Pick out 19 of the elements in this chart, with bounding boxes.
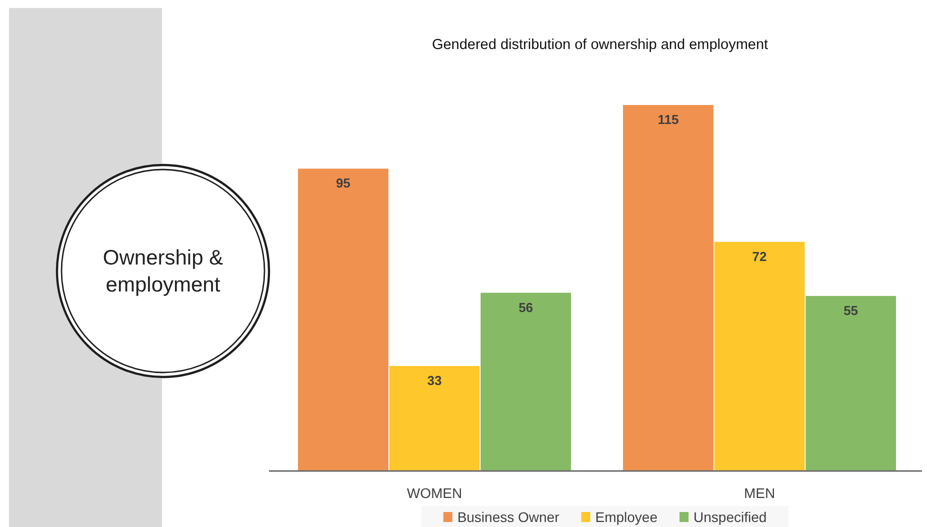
data-label: 55 — [844, 302, 858, 318]
bar — [623, 105, 714, 471]
bar — [806, 296, 896, 471]
x-tick-label: WOMEN — [406, 485, 462, 501]
bar — [298, 168, 388, 471]
bar — [480, 292, 571, 471]
legend-label: Unspecified — [694, 509, 767, 525]
bar — [714, 242, 805, 471]
data-label: 95 — [336, 176, 350, 191]
data-label: 115 — [658, 112, 679, 127]
data-label: 56 — [518, 300, 534, 315]
legend-label: Business Owner — [457, 509, 560, 525]
legend-label: Employee — [595, 509, 658, 525]
chart-title: Gendered distribution of ownership and employment — [432, 37, 768, 53]
bar — [389, 366, 480, 471]
text: Ownership & employment — [102, 246, 224, 296]
data-label: 72 — [752, 248, 767, 264]
data-label: 33 — [427, 372, 442, 388]
x-tick-label: MEN — [744, 485, 776, 501]
